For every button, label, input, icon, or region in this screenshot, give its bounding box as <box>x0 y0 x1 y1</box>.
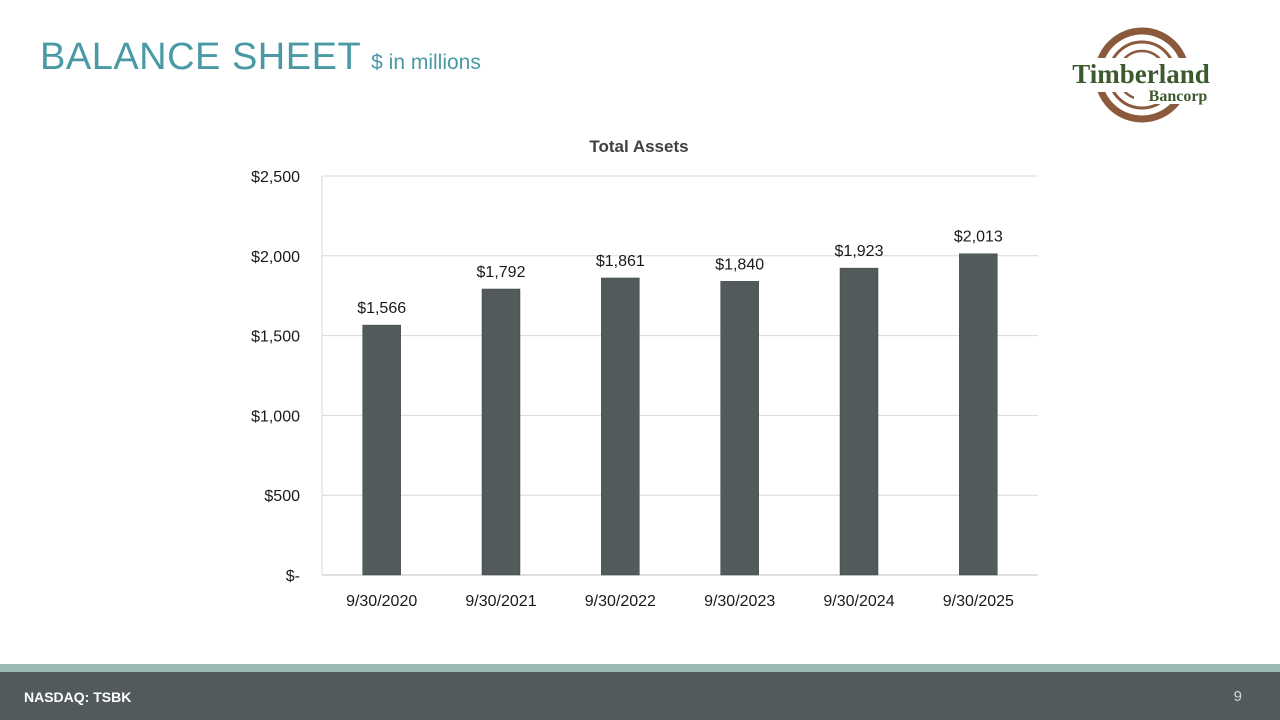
data-label: $1,792 <box>477 264 526 281</box>
x-tick-label: 9/30/2023 <box>704 593 775 610</box>
y-tick-label: $1,500 <box>251 329 300 346</box>
logo-line2: Bancorp <box>1149 88 1208 105</box>
y-tick-label: $1,000 <box>251 408 300 425</box>
slide-title: BALANCE SHEET $ in millions <box>40 36 481 79</box>
bar <box>839 267 879 576</box>
y-tick-label: $2,000 <box>251 249 300 266</box>
page-title: BALANCE SHEET <box>40 36 362 78</box>
x-tick-label: 9/30/2021 <box>465 593 536 610</box>
data-label: $1,566 <box>357 300 406 317</box>
data-label: $2,013 <box>954 229 1003 246</box>
y-tick-label: $- <box>286 568 300 585</box>
chart-title: Total Assets <box>589 137 688 156</box>
x-tick-label: 9/30/2022 <box>585 593 656 610</box>
data-label: $1,861 <box>596 253 645 270</box>
bar <box>959 253 998 576</box>
bar <box>720 281 759 576</box>
y-tick-label: $2,500 <box>251 169 300 186</box>
page-number: 9 <box>1233 688 1242 705</box>
footer-accent-stripe <box>0 664 1280 672</box>
data-label: $1,840 <box>715 256 764 273</box>
x-tick-label: 9/30/2025 <box>943 593 1014 610</box>
x-tick-label: 9/30/2020 <box>346 593 417 610</box>
x-tick-label: 9/30/2024 <box>823 593 894 610</box>
y-tick-label: $500 <box>264 488 300 505</box>
bar <box>362 324 401 576</box>
bar <box>601 277 640 576</box>
footer-bar: NASDAQ: TSBK 9 <box>0 672 1280 720</box>
timberland-logo: Timberland Bancorp <box>1054 27 1230 123</box>
page-subtitle: $ in millions <box>371 51 481 74</box>
footer-ticker: NASDAQ: TSBK <box>24 689 132 705</box>
bar <box>481 288 521 576</box>
data-label: $1,923 <box>835 243 884 260</box>
total-assets-chart: Total Assets $- $500 $1,000 $1,500 $2,000 $2,… <box>251 137 1038 610</box>
logo-line1: Timberland <box>1072 59 1210 89</box>
